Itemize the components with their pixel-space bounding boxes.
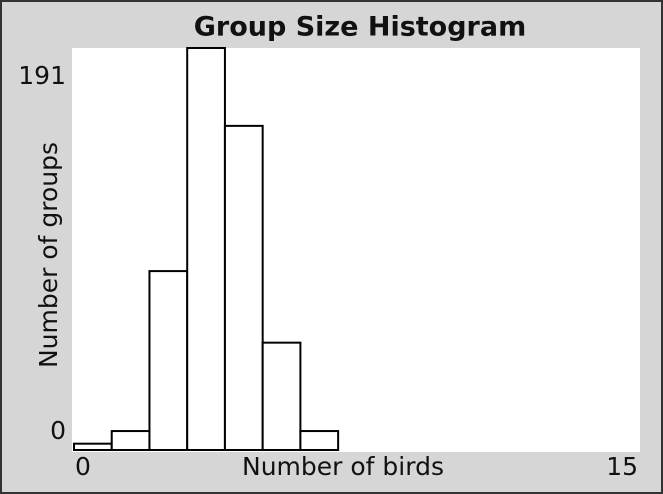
x-tick-label: 15 [606,452,638,481]
y-tick-label: 191 [18,61,66,90]
bar [223,124,264,451]
bar [110,430,151,451]
chart-title: Group Size Histogram [194,12,526,43]
bar [148,270,189,452]
bar [186,47,226,451]
bar [73,442,113,451]
x-tick-label: 0 [75,452,91,481]
bar [261,341,302,452]
bar [299,430,340,451]
y-axis-label: Number of groups [34,142,63,368]
y-tick-label: 0 [50,416,66,445]
x-axis-label: Number of birds [242,452,444,481]
